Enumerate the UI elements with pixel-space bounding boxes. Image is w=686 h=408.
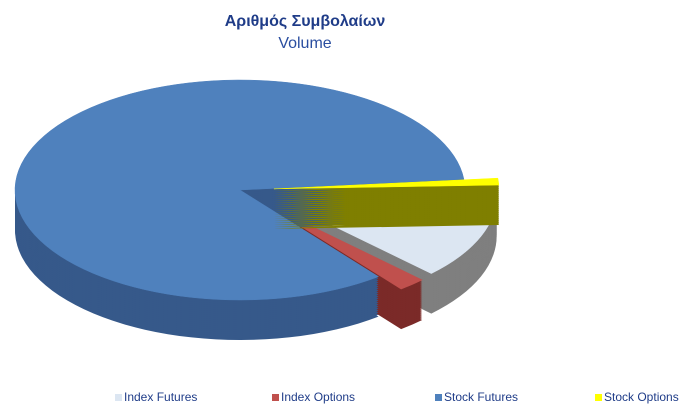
- legend-swatch: [435, 394, 442, 401]
- legend-swatch: [272, 394, 279, 401]
- legend-label: Index Options: [281, 390, 355, 404]
- pie: [14, 79, 500, 340]
- slice-top: [14, 79, 465, 301]
- slice: [273, 177, 500, 229]
- legend-swatch: [595, 394, 602, 401]
- slice-top: [273, 177, 500, 190]
- legend: Index Futures Index Options Stock Futures S…: [115, 390, 679, 404]
- legend-label: Index Futures: [124, 390, 197, 404]
- legend-label: Stock Options: [604, 390, 679, 404]
- legend-label: Stock Futures: [444, 390, 518, 404]
- legend-swatch: [115, 394, 122, 401]
- chart-title: Αριθμός Συμβολαίων: [225, 13, 386, 30]
- chart-subtitle: Volume: [278, 35, 331, 52]
- slice: [14, 79, 465, 340]
